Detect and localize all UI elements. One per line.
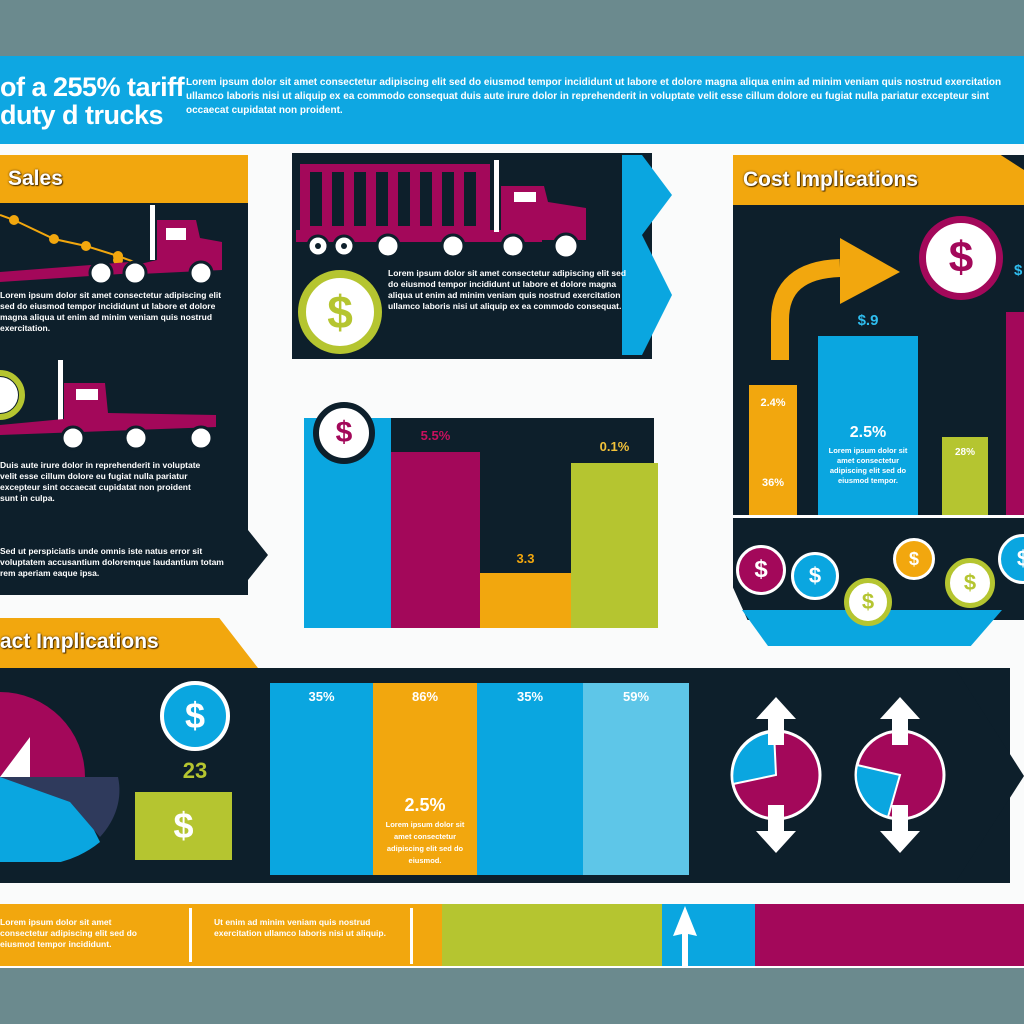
sales-arrow-shape [240,520,268,590]
container-truck-icon [296,160,586,260]
center-bar-3: 3.3 [480,551,571,628]
market-bar-3: 35% [477,683,583,875]
center-bar-4: 0.1% [571,439,658,628]
market-arrow-tip [940,668,1024,883]
page-title-line2: duty d trucks [0,100,164,130]
cost-divider [733,515,1024,518]
market-bar-1-label: 35% [308,689,335,704]
market-dollar-box: $ [135,792,232,860]
header-description: Lorem ipsum dolor sit amet consectetur a… [186,77,1002,116]
cost-bar-2: 2.5% Lorem ipsum dolor sit amet consecte… [818,336,918,515]
header-banner: of a 255% tariff duty d trucks Lorem ips… [0,56,1024,144]
market-bar-2: 86% 2.5% Lorem ipsum dolor sit amet cons… [373,683,477,875]
market-bar-1: 35% [270,683,373,875]
dollar-glyph: $ [754,556,768,583]
coin-lime: $ [844,578,892,626]
split-pie-arrows-icon-2 [854,697,946,853]
flatbed-truck-icon [0,360,216,451]
sales-trend-line-chart [0,205,222,286]
market-value: 23 [182,758,208,783]
footer-bottom-border [0,966,1024,968]
market-bar-2-label: 86% [411,689,439,704]
cost-bar-2-top-label: $.9 [857,312,879,329]
sales-paragraph-1: Lorem ipsum dolor sit amet consectetur a… [0,290,222,333]
up-arrow-icon [673,906,697,968]
cost-bar-1-bottom-label: 36% [761,477,785,489]
dollar-glyph: $ [184,695,206,736]
sales-paragraph-2: Duis aute irure dolor in reprehenderit i… [0,460,201,503]
market-title: act Implications [0,630,159,653]
cost-header-bar: Cost Implications [733,155,1024,205]
truck-panel-text: Lorem ipsum dolor sit amet consectetur a… [388,268,627,311]
coin-orange: $ [893,538,935,580]
page-title-line1: of a 255% tariff [0,72,185,102]
cost-bar-4 [1006,312,1024,515]
sales-panel [0,155,248,595]
sales-title: Sales [8,167,63,190]
dollar-glyph: $ [173,805,194,846]
cost-bar-2-text: Lorem ipsum dolor sit amet consectetur a… [828,446,908,485]
market-bar-2-value: 2.5% [404,795,446,815]
center-bar-3-label: 3.3 [516,551,535,566]
cost-title: Cost Implications [743,168,919,191]
market-bar-4: 59% [583,683,689,875]
split-pie-arrows-icon-1 [730,697,822,853]
dollar-coin-icon: $ [298,270,382,354]
dollar-glyph: $ [948,233,974,282]
coin-blue: $ [791,552,839,600]
cost-bar-1: 2.4% 36% [749,385,797,515]
coin-magenta: $ [736,545,786,595]
dollar-glyph: $ [861,589,875,614]
cost-bar-2-value: 2.5% [849,424,887,441]
market-bar-4-label: 59% [622,689,650,704]
sales-header-bar: Sales [0,155,248,203]
footer-divider-1 [189,908,192,962]
cost-bar-3-label: 28% [954,447,975,458]
center-bar-2: 5.5% [391,428,480,628]
coin-lime-2: $ [945,558,995,608]
market-share-pie-chart [0,692,120,862]
dollar-glyph: $ [908,548,919,569]
footer-magenta-block [755,904,1024,968]
footer-lime-block [442,904,662,968]
dollar-coin-icon-large: $ [919,216,1003,300]
dollar-glyph: $ [335,416,353,449]
curved-up-arrow-icon [771,238,900,360]
dollar-coin-icon-magenta: $ [313,402,375,464]
cost-bar-3: 28% [942,437,988,515]
cost-bar-1-top-label: 2.4% [760,397,786,409]
market-header-bar: act Implications [0,618,258,668]
market-bar-3-label: 35% [516,689,544,704]
sales-paragraph-3: Sed ut perspiciatis unde omnis iste natu… [0,546,224,578]
market-dollar-coin: $ [160,681,230,751]
center-bar-4-label: 0.1% [599,439,630,454]
dollar-glyph: $ [1016,546,1024,571]
dollar-glyph: $ [808,563,822,588]
footer-blue-block [662,904,755,968]
footer-orange-block: Lorem ipsum dolor sit amet consectetur a… [0,904,442,968]
dollar-glyph: $ [963,570,977,595]
footer-divider-2 [410,908,413,964]
center-bar-2-label: 5.5% [420,428,451,443]
cost-bar-4-label: $ [1014,262,1023,279]
footer-text-2: Ut enim ad minim veniam quis nostrud exe… [214,917,386,938]
market-bar-2-text: Lorem ipsum dolor sit amet consectetur a… [385,820,465,865]
dollar-glyph: $ [327,286,353,338]
blue-chevron-decoration [622,155,672,355]
footer-text-1: Lorem ipsum dolor sit amet consectetur a… [0,917,137,949]
